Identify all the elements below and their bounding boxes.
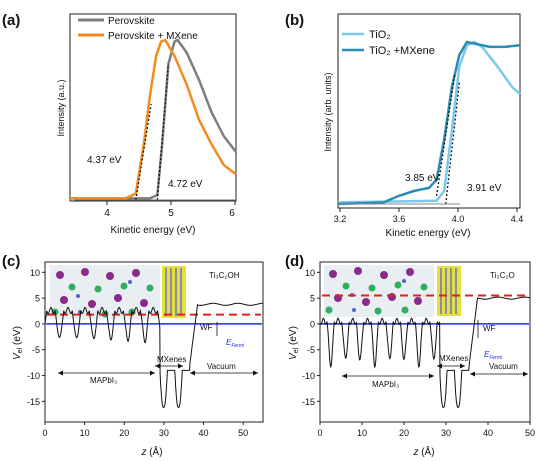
panel-label-a: (a) [2, 12, 20, 29]
x-tick-label: 10 [357, 428, 367, 438]
y-tick-label: -10 [27, 371, 40, 381]
x-tick-label: 40 [199, 428, 209, 438]
perovskite-structure-c [50, 265, 160, 319]
axes-frame-b [337, 13, 521, 209]
structure-inset-d [324, 265, 461, 317]
y-tick-label: 10 [30, 268, 40, 278]
onset-extrapolation-1 [156, 63, 170, 201]
y-tick-label: 10 [305, 268, 315, 278]
mxene-layers-d [440, 268, 457, 314]
fermi-label-c: EFermi [226, 338, 245, 349]
arrowheads-d [342, 363, 528, 379]
x-tick-label: 10 [80, 428, 90, 438]
tick-label-b-3-6: 3.6 [393, 214, 406, 224]
tick-label-b-3-2: 3.2 [334, 214, 347, 224]
x-axis-label-d: z (Å) [412, 445, 434, 458]
y-axis-label-d: Vel (eV) [288, 326, 300, 360]
potential-curve-c [44, 302, 263, 409]
legend-label-tio2: TiO₂ [369, 29, 391, 41]
series-group-b [337, 40, 521, 206]
y-tick-label: -15 [27, 397, 40, 407]
onset-extrapolation-0 [435, 74, 456, 196]
region-label-mxenes-d: MXenes [439, 354, 468, 363]
x-tick-label: 20 [119, 428, 129, 438]
y-tick-label: 0 [35, 319, 40, 329]
x-tick-label: 50 [525, 428, 535, 438]
panel-c: Ti₃C₂OH MAPbI₃ MXenes Vacuum WF EFermi 1… [12, 261, 264, 458]
panel-d: Ti₃C₂O MAPbI₃ MXenes Vacuum WF EFermi 10… [288, 261, 535, 458]
wf-label-c: WF [200, 323, 213, 332]
y-axis-label-b: Intensity (arb. units) [323, 72, 333, 151]
series-line-tio-mxene [337, 40, 521, 206]
panel-label-d: (d) [285, 253, 304, 270]
fermi-label-d: EFermi [484, 350, 503, 361]
legend-label-tio2-mxene: TiO₂ +MXene [369, 45, 435, 57]
n-atoms-c [76, 280, 132, 314]
x-tick-label: 50 [238, 428, 248, 438]
tick-label-a-5: 5 [168, 208, 174, 219]
y-axis-label-c: Vel (eV) [12, 326, 24, 360]
annotation-3-91: 3.91 eV [467, 183, 502, 194]
axes-frame-a [69, 13, 237, 202]
x-tick-label: 0 [42, 428, 47, 438]
structure-label-c: Ti₃C₂OH [209, 271, 240, 280]
x-tick-label: 20 [399, 428, 409, 438]
panel-label-c: (c) [2, 253, 20, 270]
pb-atoms-c [56, 268, 148, 308]
region-label-mxenes-c: MXenes [157, 355, 186, 364]
legend-label-perovskite-mxene: Perovskite + MXene [108, 31, 198, 42]
axes-frame-c [44, 261, 264, 423]
y-tick-label: 5 [35, 294, 40, 304]
x-tick-label: 30 [159, 428, 169, 438]
mxene-layers-c [165, 268, 182, 316]
structure-label-d: Ti₃C₂O [490, 271, 515, 280]
series-line-tio- [337, 40, 521, 204]
region-label-mapbi-d: MAPbI₃ [372, 380, 399, 389]
x-axis-label-a: Kinetic energy (eV) [110, 225, 195, 236]
annotation-4-37: 4.37 eV [87, 155, 122, 166]
pb-atoms-d [329, 267, 422, 306]
y-tick-label: -10 [302, 371, 315, 381]
tick-label-a-6: 6 [229, 208, 235, 219]
region-label-vacuum-d: Vacuum [489, 362, 518, 371]
tick-label-b-4-4: 4.4 [511, 214, 524, 224]
annotation-4-72: 4.72 eV [168, 179, 203, 190]
x-tick-label: 40 [483, 428, 493, 438]
y-tick-label: -15 [302, 397, 315, 407]
y-tick-label: 0 [310, 319, 315, 329]
tick-label-a-4: 4 [104, 208, 110, 219]
region-label-vacuum-c: Vacuum [207, 362, 236, 371]
potential-curve-d [319, 296, 531, 409]
x-axis-label-b: Kinetic energy (eV) [385, 228, 470, 239]
x-tick-label: 0 [317, 428, 322, 438]
structure-inset-c [50, 265, 186, 319]
panel-label-b: (b) [285, 12, 304, 29]
panel-a: Perovskite Perovskite + MXene 4.37 eV 4.… [56, 13, 237, 236]
onset-extrapolation-1 [445, 82, 460, 205]
tick-label-b-4-0: 4.0 [452, 214, 465, 224]
y-tick-label: -5 [32, 345, 40, 355]
axes-frame-d [319, 261, 531, 423]
onset-extrapolation-0 [135, 103, 152, 201]
series-line-perovskite [70, 38, 237, 200]
y-tick-label: -5 [307, 345, 315, 355]
series-group-a [70, 38, 237, 201]
y-axis-label-a: Intensity (a.u.) [56, 79, 66, 136]
i-atoms-d [325, 281, 428, 315]
annotation-3-85: 3.85 eV [405, 173, 440, 184]
region-arrows-d [342, 320, 528, 377]
panel-b: TiO₂ TiO₂ +MXene 3.85 eV 3.91 eV 3.2 3.6… [323, 13, 524, 239]
region-label-mapbi-c: MAPbI₃ [90, 376, 117, 385]
legend-label-perovskite: Perovskite [108, 16, 155, 27]
y-tick-label: 5 [310, 294, 315, 304]
series-line-perovskite-mxene [70, 38, 237, 200]
arrowheads-c [58, 363, 258, 376]
wf-label-d: WF [483, 324, 496, 333]
x-axis-label-c: z (Å) [140, 445, 162, 458]
x-tick-label: 30 [441, 428, 451, 438]
